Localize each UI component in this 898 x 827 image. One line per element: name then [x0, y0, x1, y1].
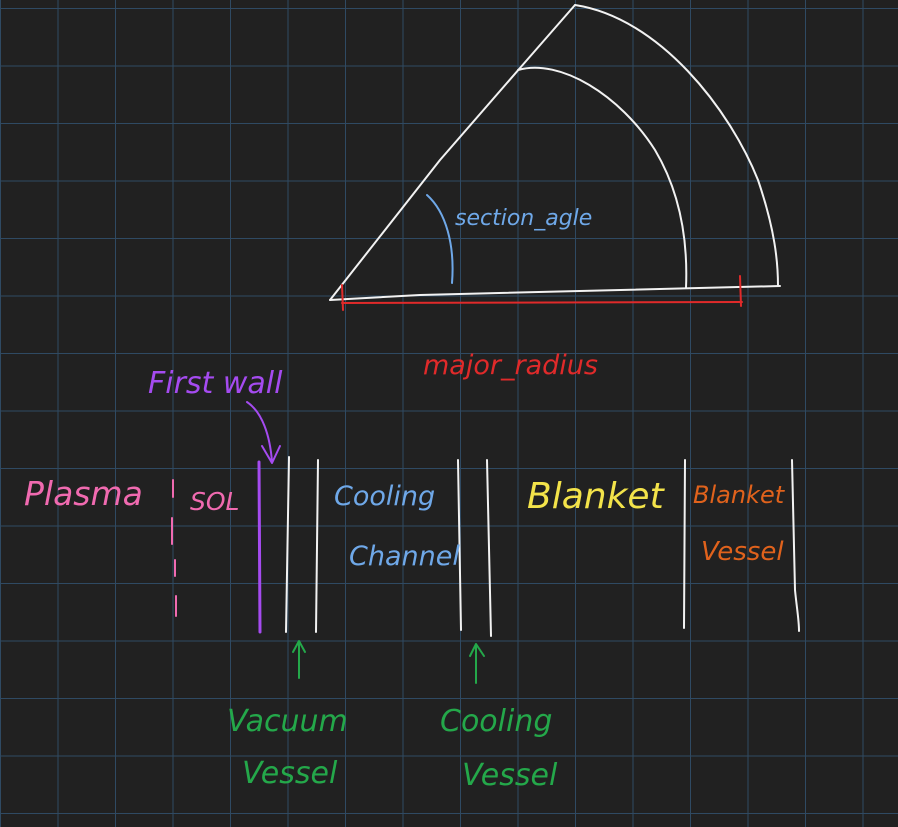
blanket-vessel-outer-line — [791, 459, 800, 632]
section-angle-arc — [426, 194, 454, 284]
vacuum-vessel-outer-line — [315, 459, 319, 633]
blanket-vessel-label-line1: Blanket — [693, 481, 786, 509]
section-angle-label: section_agle — [455, 206, 592, 231]
plasma-label: Plasma — [24, 474, 143, 513]
sector-inner-arc — [517, 66, 688, 289]
vacuum-vessel-arrow — [292, 640, 306, 679]
major-radius-tick-left — [341, 284, 344, 311]
plasma-boundary — [171, 479, 177, 617]
major-radius-tick-right — [739, 275, 742, 307]
layer-boundaries — [171, 456, 800, 637]
major-radius-label: major_radius — [423, 350, 598, 381]
cooling-vessel-arrow — [469, 643, 485, 684]
cooling-channel-label-line2: Channel — [349, 541, 460, 572]
cooling-vessel-label-line2: Vessel — [462, 758, 558, 793]
first-wall-label: First wall — [148, 366, 283, 401]
major-radius-line — [341, 301, 743, 304]
blanket-vessel-label-line2: Vessel — [701, 537, 784, 567]
sol-label: SOL — [190, 487, 239, 516]
cooling-channel-label-line1: Cooling — [334, 481, 435, 512]
sector-baseline — [329, 285, 781, 301]
sector-outer-arc — [574, 4, 779, 287]
first-wall-line — [257, 460, 262, 634]
cooling-vessel-label-line1: Cooling — [440, 704, 552, 739]
first-wall-arrow — [246, 401, 281, 464]
vacuum-vessel-label-line1: Vacuum — [227, 704, 348, 739]
sector-geometry — [329, 4, 781, 311]
blanket-label: Blanket — [527, 476, 666, 517]
vacuum-vessel-inner-line — [285, 456, 290, 633]
vacuum-vessel-label-line2: Vessel — [242, 756, 338, 791]
cooling-vessel-outer-line — [486, 459, 492, 637]
cooling-vessel-inner-line — [457, 459, 462, 631]
blanket-vessel-inner-line — [683, 459, 686, 629]
sector-outer-edge — [329, 4, 576, 301]
